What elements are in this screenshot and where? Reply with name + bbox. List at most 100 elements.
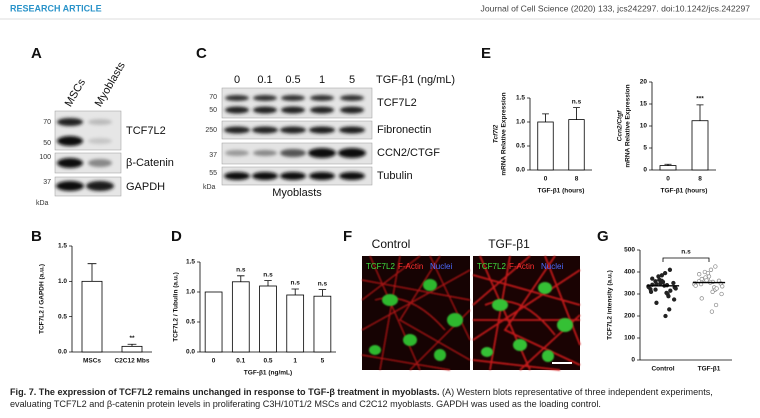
dose-label: 5 [349, 74, 355, 86]
protein-label: Tubulin [377, 170, 413, 182]
x-tick-label: 0.5 [263, 358, 272, 365]
x-tick-label: MSCs [83, 358, 101, 365]
panel-label: D [171, 228, 182, 245]
y-tick-label: 15 [640, 101, 648, 108]
data-point [720, 284, 725, 289]
y-tick-label: 100 [624, 335, 635, 342]
y-tick-label: 1.0 [58, 278, 67, 285]
x-tick-label: Control [651, 366, 674, 373]
x-tick-label: 8 [698, 176, 702, 183]
data-point [667, 307, 672, 312]
y-axis-label: mRNA Relative Expression [501, 92, 508, 175]
y-axis-label: TCF7L2 intensity (a.u.) [607, 270, 614, 340]
error-bar [264, 280, 272, 286]
marker-label: 250 [205, 127, 217, 134]
panel-label: F [343, 228, 352, 245]
panel-label: E [481, 45, 491, 62]
bar [81, 280, 103, 353]
bar [313, 295, 332, 353]
data-point [705, 270, 711, 276]
significance-label: ** [129, 335, 135, 342]
y-tick-label: 0.5 [186, 319, 195, 326]
blot-c: 0 0.1 0.5 1 5 TGF-β1 (ng/mL) 70 50 250 3… [203, 74, 455, 199]
bar [691, 120, 709, 171]
data-point [671, 280, 676, 286]
x-axis-label: TGF-β1 (ng/mL) [244, 370, 292, 377]
stain-label: Nuclei [430, 262, 452, 271]
y-tick-label: 5 [643, 145, 647, 152]
y-axis-label: TCF7L2 / GAPDH (a.u.) [39, 264, 46, 334]
data-point [673, 286, 678, 291]
marker-label: 70 [209, 94, 217, 101]
dose-label: 0.1 [257, 74, 272, 86]
comparison-label: n.s [681, 249, 691, 256]
blot-a: MSCs Myoblasts 70 50 100 37 kDa TCF7L2 β… [36, 60, 174, 207]
x-tick-label: TGF-β1 [698, 366, 721, 373]
panel-label: B [31, 228, 42, 245]
error-bar [664, 163, 672, 166]
data-point [653, 287, 658, 292]
data-point [664, 290, 669, 296]
x-axis-label: TGF-β1 (hours) [538, 188, 585, 195]
condition-label: Control [372, 237, 411, 251]
data-point [668, 288, 673, 293]
y-tick-label: 0.0 [58, 349, 67, 356]
bar [286, 294, 305, 353]
y-tick-label: 0.5 [58, 313, 67, 320]
data-point [659, 273, 665, 278]
citation: Journal of Cell Science (2020) 133, jcs2… [481, 3, 751, 13]
y-tick-label: 400 [624, 269, 635, 276]
protein-label: β-Catenin [126, 157, 174, 169]
marker-unit: kDa [36, 200, 49, 207]
data-point [699, 296, 704, 301]
marker-label: 100 [39, 154, 51, 161]
data-point [667, 267, 673, 272]
y-tick-label: 20 [640, 79, 648, 86]
dose-label: 0.5 [285, 74, 300, 86]
x-tick-label: C2C12 Mbs [114, 358, 149, 365]
error-bar [318, 289, 327, 297]
protein-label: Fibronectin [377, 124, 431, 136]
y-tick-label: 1.0 [516, 119, 525, 126]
stain-label: F-Actin [398, 262, 423, 271]
stain-label: TCF7L2 [477, 262, 506, 271]
marker-label: 37 [209, 152, 217, 159]
marker-label: 50 [209, 107, 217, 114]
bar [231, 281, 250, 353]
protein-label: GAPDH [126, 181, 165, 193]
marker-label: 70 [43, 119, 51, 126]
marker-label: 55 [209, 170, 217, 177]
error-bar [573, 107, 580, 120]
dose-title: TGF-β1 (ng/mL) [376, 74, 455, 86]
significance-label: n.s [263, 271, 273, 278]
y-tick-label: 0 [631, 357, 635, 364]
data-point [648, 287, 653, 292]
y-tick-label: 0.0 [516, 167, 525, 174]
bar [121, 345, 143, 353]
error-bar [127, 343, 137, 347]
error-bar [87, 263, 97, 282]
data-point [653, 279, 658, 284]
x-tick-label: 0 [544, 176, 548, 183]
dose-label: 0 [234, 74, 240, 86]
y-tick-label: 1.5 [186, 259, 195, 266]
lane-label: MSCs [63, 77, 89, 109]
data-point [704, 278, 709, 283]
error-bar [237, 275, 245, 282]
panel-label: G [597, 228, 609, 245]
bar [537, 121, 554, 171]
micrographs: Control TGF-β1 TCF7L2 F-Actin Nuclei TCF… [361, 237, 581, 371]
protein-label: TCF7L2 [377, 97, 417, 109]
significance-label: n.s [290, 280, 300, 287]
charts: 0.0 0.5 1.0 1.5 TCF7L2 / GAPDH (a.u.) MSCs ** C… [39, 79, 732, 377]
section-label: RESEARCH ARTICLE [10, 3, 102, 13]
marker-label: 37 [43, 179, 51, 186]
caption-body: (A) Western blots representative of thre… [10, 387, 713, 409]
data-point [658, 281, 663, 286]
x-tick-label: 0.1 [236, 358, 245, 365]
data-point [713, 302, 719, 308]
error-bar [696, 104, 704, 121]
significance-label: *** [696, 96, 704, 103]
significance-label: n.s [572, 98, 582, 105]
